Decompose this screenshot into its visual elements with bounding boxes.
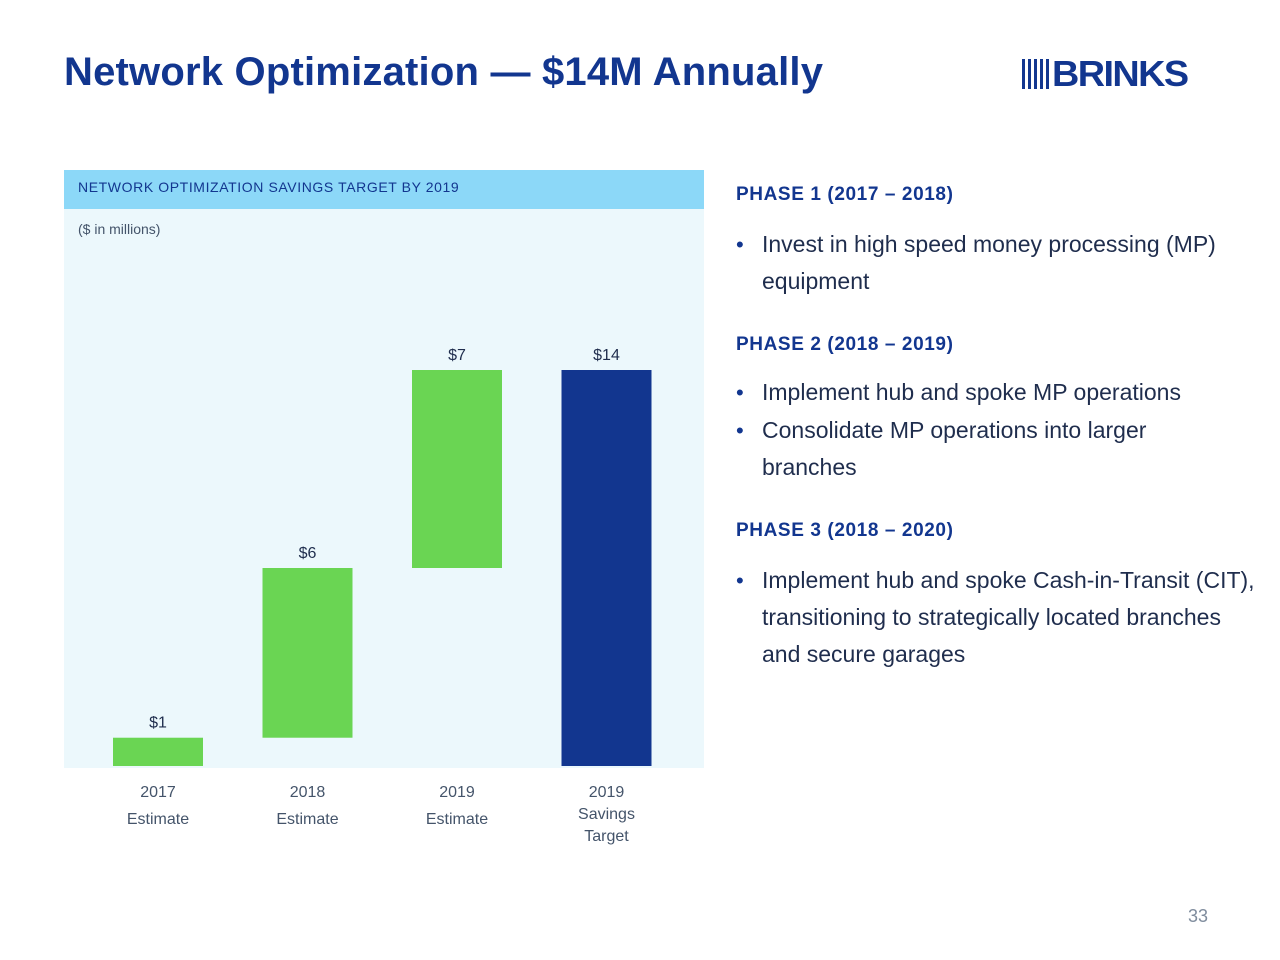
x-tick-label-2-1: Estimate xyxy=(426,811,488,828)
phase-2-bullet-2: • Consolidate MP operations into larger … xyxy=(736,412,1256,486)
x-tick-label-2-0: 2019 xyxy=(439,784,475,801)
bullet-dot-icon: • xyxy=(736,418,744,443)
x-tick-label-3-1: Savings xyxy=(578,806,635,823)
phase-2-heading: PHASE 2 (2018 – 2019) xyxy=(736,334,954,355)
page-number: 33 xyxy=(1188,906,1209,926)
x-tick-label-0-1: Estimate xyxy=(127,811,189,828)
phase-1-heading: PHASE 1 (2017 – 2018) xyxy=(736,184,954,205)
bar-value-label-0: $1 xyxy=(149,715,167,732)
phase-1-bullet-1: • Invest in high speed money processing … xyxy=(736,226,1256,300)
bar-3 xyxy=(561,370,652,766)
x-tick-label-3-0: 2019 xyxy=(589,784,625,801)
chart-units-note: ($ in millions) xyxy=(78,221,161,237)
bar-value-label-2: $7 xyxy=(448,347,466,364)
bar-0 xyxy=(113,737,203,766)
brinks-logo: BRINKS xyxy=(1022,56,1222,92)
bar-value-label-3: $14 xyxy=(593,347,620,364)
bar-value-label-1: $6 xyxy=(299,545,317,562)
bullet-dot-icon: • xyxy=(736,568,744,593)
x-tick-label-0-0: 2017 xyxy=(140,784,176,801)
phase-3-bullet-1: • Implement hub and spoke Cash-in-Transi… xyxy=(736,562,1256,673)
x-tick-label-3-2: Target xyxy=(584,828,629,845)
logo-wordmark: BRINKS xyxy=(1052,53,1189,94)
bullet-dot-icon: • xyxy=(736,232,744,257)
bar-2 xyxy=(412,370,502,568)
phase-3-heading: PHASE 3 (2018 – 2020) xyxy=(736,520,954,541)
x-tick-label-1-0: 2018 xyxy=(290,784,326,801)
bullet-dot-icon: • xyxy=(736,380,744,405)
chart-title: NETWORK OPTIMIZATION SAVINGS TARGET BY 2… xyxy=(64,170,704,209)
phase-2-bullet-1: • Implement hub and spoke MP operations xyxy=(736,374,1256,411)
x-tick-label-1-1: Estimate xyxy=(276,811,338,828)
page-title: Network Optimization — $14M Annually xyxy=(64,50,824,94)
logo-bars-icon xyxy=(1022,59,1049,89)
bar-1 xyxy=(262,568,353,738)
